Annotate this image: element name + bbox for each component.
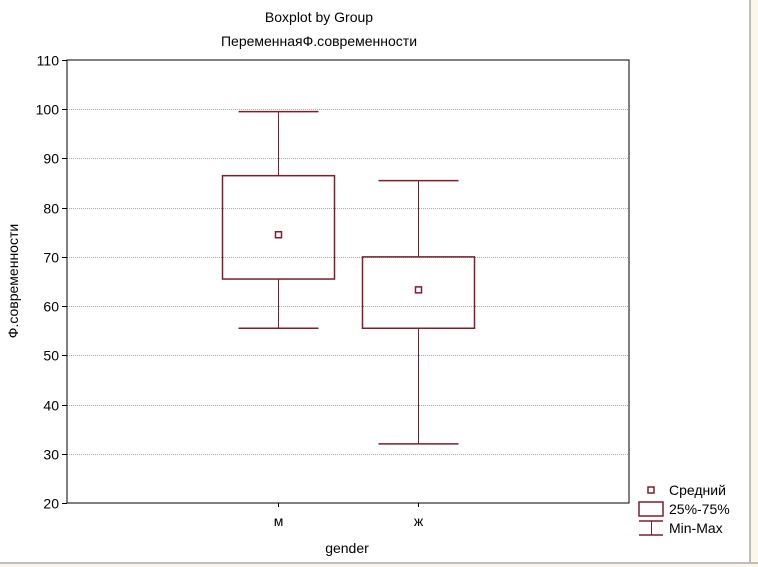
y-tick-label: 90 [43,151,59,167]
y-tick-label: 40 [43,398,59,414]
y-axis-label: Ф.современности [5,224,21,338]
legend: Средний 25%-75% Min-Max [638,482,730,536]
y-tick-label: 100 [36,102,60,118]
legend-mean-symbol [647,486,655,494]
legend-box-symbol [638,501,664,517]
box-iqr [361,256,476,330]
box-iqr [221,174,336,280]
y-tick-label: 20 [43,496,59,512]
gridlines [67,109,629,455]
y-tick-label: 60 [43,299,59,315]
window-edge-bottom [0,562,758,567]
mean-marker [414,286,423,294]
chart-title: Boxplot by Group [265,9,373,25]
box-group-2: ж [361,179,476,529]
x-tick-label: ж [414,513,424,529]
legend-label: 25%-75% [669,501,730,517]
y-axis-ticks: 20 30 40 50 60 70 80 90 100 110 [36,53,67,512]
mean-marker [274,230,283,239]
window-edge-right [749,0,758,567]
x-tick-label: м [274,513,284,529]
y-tick-label: 80 [43,201,59,217]
y-tick-label: 70 [43,250,59,266]
chart-subtitle: ПеременнаяФ.современности [221,33,417,49]
x-axis-label: gender [325,540,369,556]
y-tick-label: 110 [37,53,60,69]
box-group-1: м [221,110,336,529]
legend-label: Средний [669,482,726,498]
plot-area-frame [66,59,630,504]
y-tick-label: 50 [43,348,59,364]
y-tick-label: 30 [43,447,59,463]
legend-label: Min-Max [669,520,723,536]
